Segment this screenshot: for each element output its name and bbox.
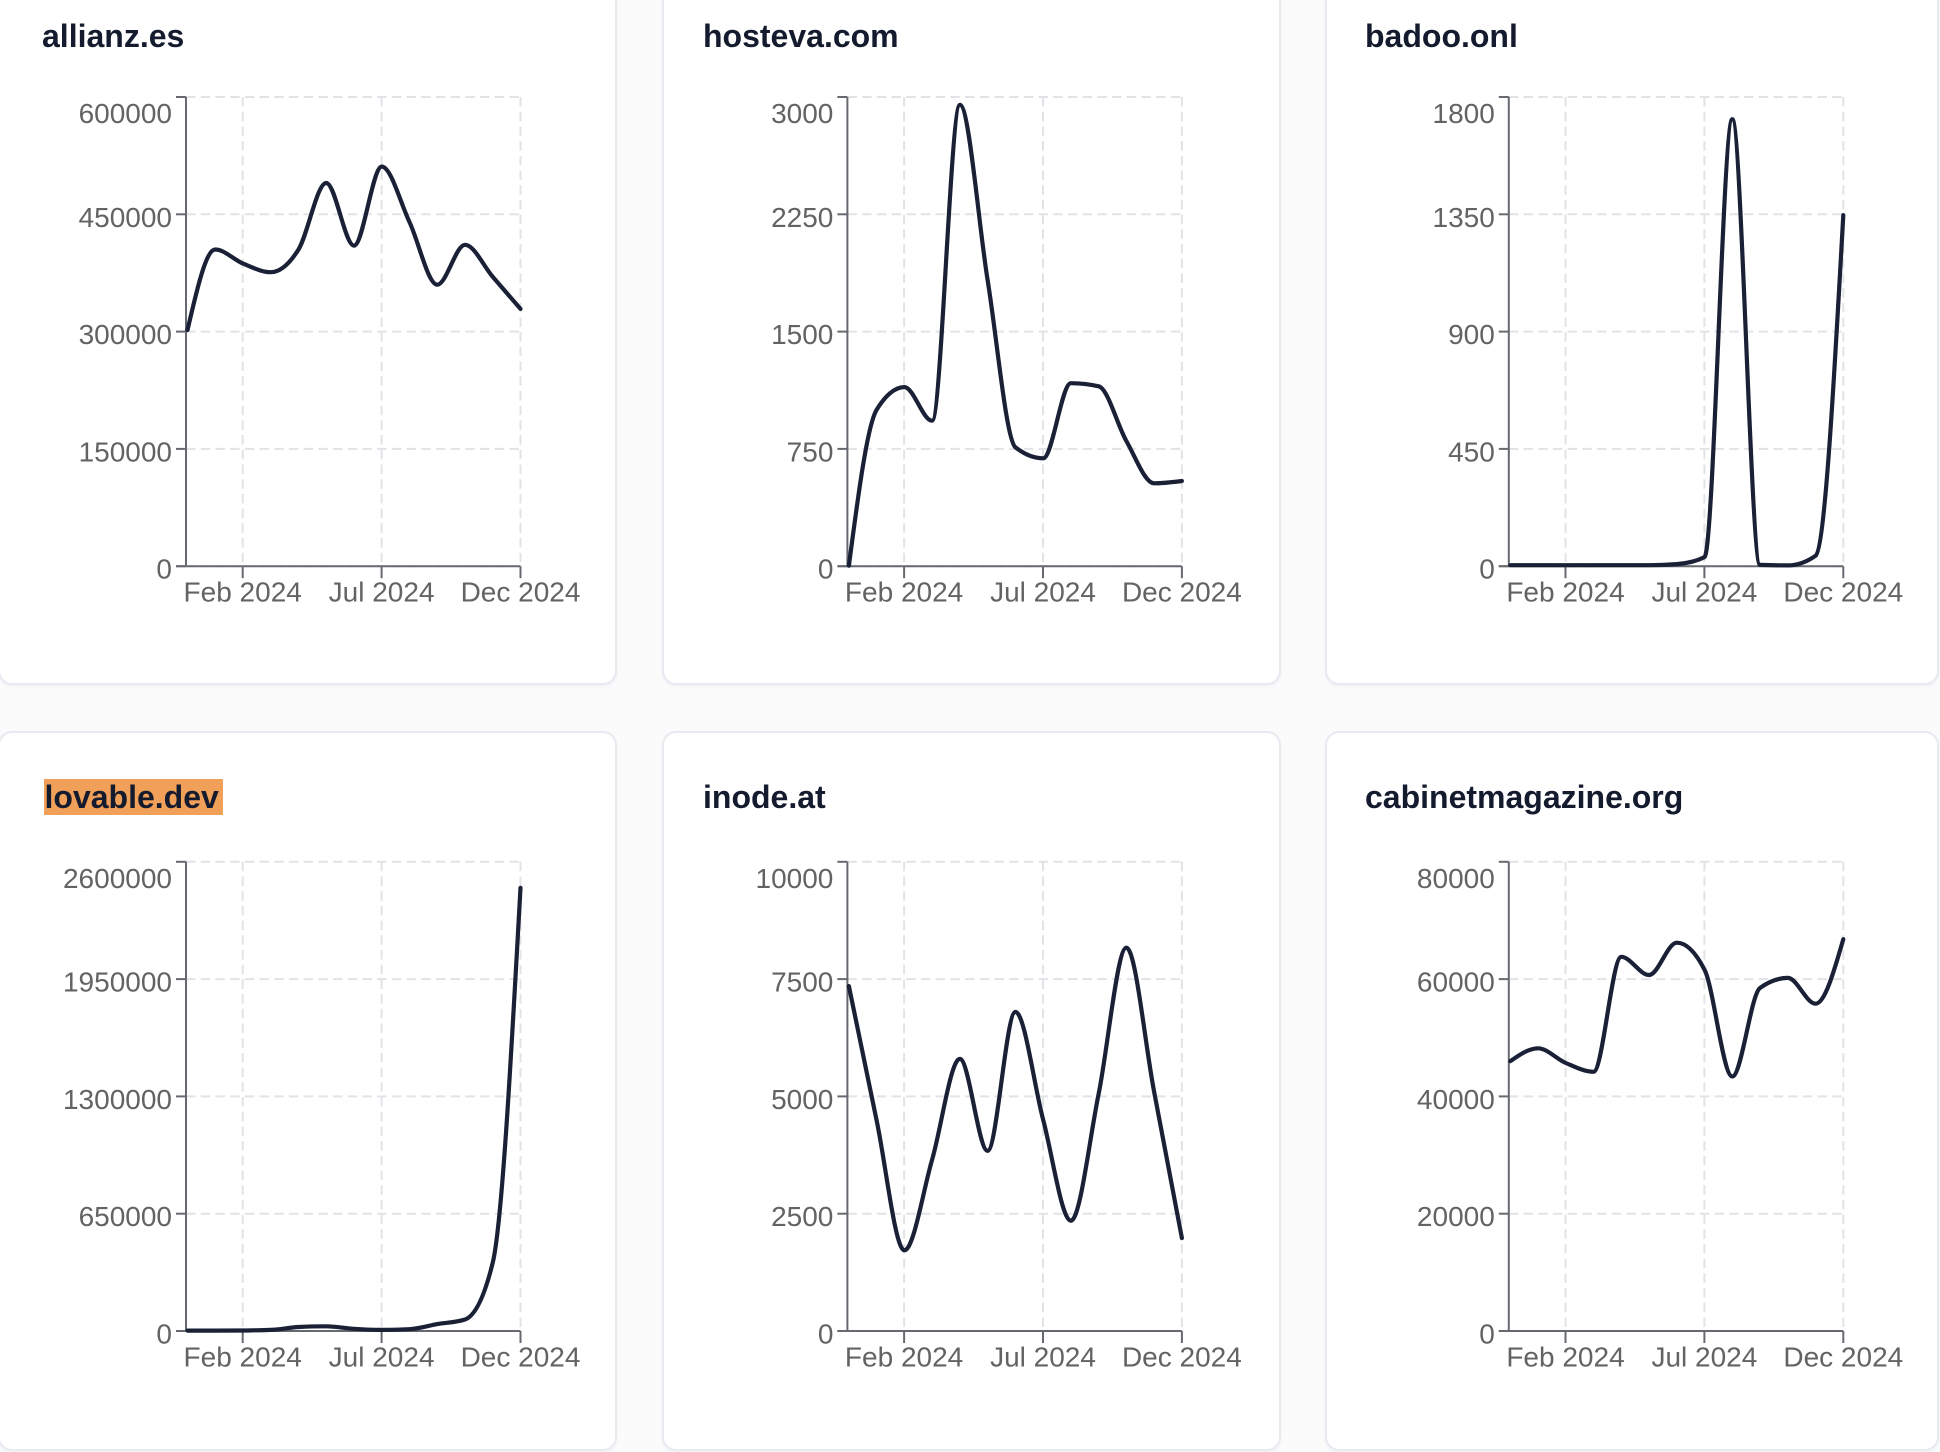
svg-text:600000: 600000: [79, 98, 172, 129]
svg-text:Feb 2024: Feb 2024: [845, 1342, 963, 1373]
svg-text:2250: 2250: [771, 202, 833, 233]
svg-text:Dec 2024: Dec 2024: [1783, 1342, 1903, 1373]
svg-text:1300000: 1300000: [63, 1084, 172, 1115]
svg-text:7500: 7500: [771, 967, 833, 998]
svg-text:Jul 2024: Jul 2024: [990, 1342, 1096, 1373]
svg-text:Jul 2024: Jul 2024: [990, 577, 1096, 608]
svg-text:0: 0: [1479, 1319, 1495, 1350]
svg-text:3000: 3000: [771, 98, 833, 129]
svg-text:Feb 2024: Feb 2024: [1506, 1342, 1624, 1373]
svg-text:Jul 2024: Jul 2024: [1651, 577, 1757, 608]
svg-text:450: 450: [1448, 436, 1495, 467]
svg-text:2600000: 2600000: [63, 863, 172, 894]
svg-text:1950000: 1950000: [63, 967, 172, 998]
svg-text:10000: 10000: [756, 863, 834, 894]
svg-text:Feb 2024: Feb 2024: [184, 577, 302, 608]
svg-text:Dec 2024: Dec 2024: [461, 1342, 581, 1373]
svg-text:750: 750: [787, 436, 834, 467]
svg-text:80000: 80000: [1417, 863, 1495, 894]
svg-text:Dec 2024: Dec 2024: [1122, 1342, 1242, 1373]
svg-text:Dec 2024: Dec 2024: [1122, 577, 1242, 608]
svg-text:Feb 2024: Feb 2024: [184, 1342, 302, 1373]
svg-text:0: 0: [1479, 554, 1495, 585]
svg-text:0: 0: [818, 554, 834, 585]
svg-text:300000: 300000: [79, 319, 172, 350]
svg-text:Jul 2024: Jul 2024: [329, 1342, 435, 1373]
svg-text:Dec 2024: Dec 2024: [1783, 577, 1903, 608]
svg-text:450000: 450000: [79, 202, 172, 233]
svg-text:Feb 2024: Feb 2024: [1506, 577, 1624, 608]
svg-text:40000: 40000: [1417, 1084, 1495, 1115]
svg-text:5000: 5000: [771, 1084, 833, 1115]
svg-text:Jul 2024: Jul 2024: [1651, 1342, 1757, 1373]
svg-text:1500: 1500: [771, 319, 833, 350]
svg-text:1350: 1350: [1433, 202, 1495, 233]
svg-text:Dec 2024: Dec 2024: [461, 577, 581, 608]
svg-text:1800: 1800: [1433, 98, 1495, 129]
svg-text:20000: 20000: [1417, 1201, 1495, 1232]
svg-text:150000: 150000: [79, 436, 172, 467]
svg-text:0: 0: [818, 1319, 834, 1350]
svg-text:2500: 2500: [771, 1201, 833, 1232]
svg-text:60000: 60000: [1417, 967, 1495, 998]
svg-text:0: 0: [156, 1319, 172, 1350]
svg-text:650000: 650000: [79, 1201, 172, 1232]
svg-text:Feb 2024: Feb 2024: [845, 577, 963, 608]
svg-text:Jul 2024: Jul 2024: [329, 577, 435, 608]
svg-text:900: 900: [1448, 319, 1495, 350]
svg-text:0: 0: [156, 554, 172, 585]
